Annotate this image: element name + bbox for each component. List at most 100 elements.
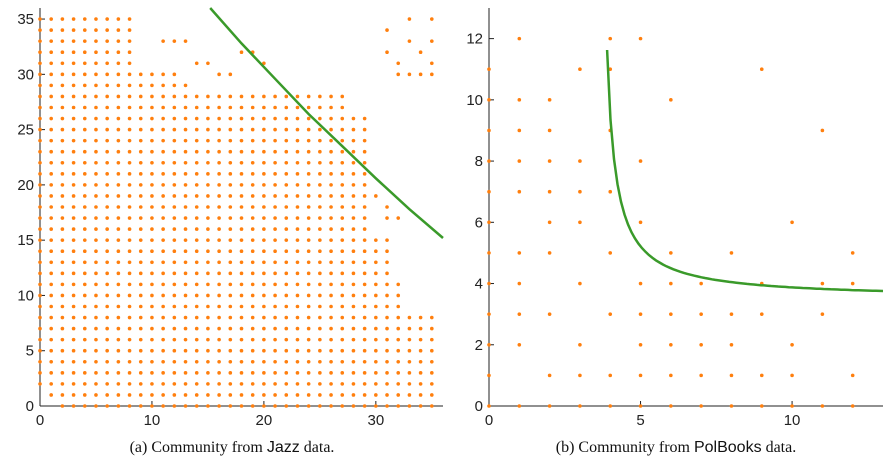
data-point bbox=[94, 17, 98, 21]
caption-b-suffix: data. bbox=[762, 439, 797, 456]
data-point bbox=[138, 382, 143, 386]
data-point bbox=[172, 83, 177, 88]
data-point bbox=[430, 359, 434, 364]
panel-jazz: 0 10 20 30 0 5 10 15 20 25 30 35 bbox=[17, 7, 444, 429]
data-point bbox=[60, 83, 65, 88]
data-point bbox=[172, 39, 177, 43]
data-point bbox=[228, 116, 233, 121]
data-point bbox=[105, 94, 109, 99]
data-point bbox=[49, 83, 53, 88]
data-point bbox=[60, 238, 65, 242]
data-point bbox=[194, 238, 199, 242]
data-point bbox=[385, 359, 389, 364]
caption-a-dataset: Jazz bbox=[267, 439, 300, 456]
data-point bbox=[194, 326, 199, 331]
data-point bbox=[318, 149, 322, 154]
data-point bbox=[60, 304, 65, 309]
data-point bbox=[239, 315, 244, 320]
data-point bbox=[250, 227, 255, 231]
data-point bbox=[60, 216, 65, 220]
data-point bbox=[183, 249, 188, 254]
data-point bbox=[306, 382, 311, 386]
data-point bbox=[217, 382, 221, 386]
data-point bbox=[105, 348, 109, 353]
data-point bbox=[138, 216, 143, 220]
data-point bbox=[94, 183, 98, 187]
data-point bbox=[306, 404, 311, 408]
data-point bbox=[150, 348, 154, 353]
data-point bbox=[318, 116, 322, 121]
data-point bbox=[138, 293, 143, 298]
data-point bbox=[206, 116, 210, 121]
data-point bbox=[790, 220, 794, 225]
data-point bbox=[60, 172, 65, 176]
data-point bbox=[318, 337, 322, 342]
data-point bbox=[239, 50, 244, 55]
data-point bbox=[228, 293, 233, 298]
data-point bbox=[127, 326, 132, 331]
data-point bbox=[228, 371, 233, 375]
data-point bbox=[340, 393, 345, 397]
data-point bbox=[150, 382, 154, 386]
data-point bbox=[127, 72, 132, 77]
data-point bbox=[407, 393, 412, 397]
data-point bbox=[127, 348, 132, 353]
data-point bbox=[239, 138, 244, 143]
data-point bbox=[150, 72, 154, 77]
data-point bbox=[38, 183, 42, 187]
data-point bbox=[351, 127, 356, 132]
data-point bbox=[49, 249, 53, 254]
data-point bbox=[116, 83, 121, 88]
data-point bbox=[517, 312, 522, 316]
data-point bbox=[273, 326, 277, 331]
data-point bbox=[295, 216, 300, 220]
data-point bbox=[239, 216, 244, 220]
data-point bbox=[161, 393, 165, 397]
data-point bbox=[71, 249, 76, 254]
data-point bbox=[262, 172, 266, 176]
data-point bbox=[206, 105, 210, 110]
data-point bbox=[105, 337, 109, 342]
data-point bbox=[105, 83, 109, 88]
data-point bbox=[194, 304, 199, 309]
data-point bbox=[150, 116, 154, 121]
data-point bbox=[340, 94, 345, 99]
data-point bbox=[284, 149, 289, 154]
data-point bbox=[194, 138, 199, 143]
data-point bbox=[418, 359, 423, 364]
data-point bbox=[306, 304, 311, 309]
data-point bbox=[284, 94, 289, 99]
data-point bbox=[362, 371, 367, 375]
data-point bbox=[172, 94, 177, 99]
data-point bbox=[850, 373, 855, 378]
data-point bbox=[161, 194, 165, 198]
data-point bbox=[759, 373, 764, 378]
data-point bbox=[138, 359, 143, 364]
data-point bbox=[206, 216, 210, 220]
data-point bbox=[127, 337, 132, 342]
data-point bbox=[850, 251, 855, 255]
data-point bbox=[172, 260, 177, 265]
data-point bbox=[284, 160, 289, 165]
data-point bbox=[138, 127, 143, 132]
data-point bbox=[306, 138, 311, 143]
data-point bbox=[116, 293, 121, 298]
data-point bbox=[374, 404, 378, 408]
data-point bbox=[38, 282, 42, 287]
data-point bbox=[273, 227, 277, 231]
data-point bbox=[273, 105, 277, 110]
data-point bbox=[351, 293, 356, 298]
data-point bbox=[318, 404, 322, 408]
data-point bbox=[217, 260, 221, 265]
data-point bbox=[94, 282, 98, 287]
data-point bbox=[217, 138, 221, 143]
data-point bbox=[127, 359, 132, 364]
data-point bbox=[239, 282, 244, 287]
data-point bbox=[161, 382, 165, 386]
data-point bbox=[362, 238, 367, 242]
data-point bbox=[116, 205, 121, 209]
data-point bbox=[273, 359, 277, 364]
data-point bbox=[273, 194, 277, 198]
data-point bbox=[217, 116, 221, 121]
data-point bbox=[239, 194, 244, 198]
